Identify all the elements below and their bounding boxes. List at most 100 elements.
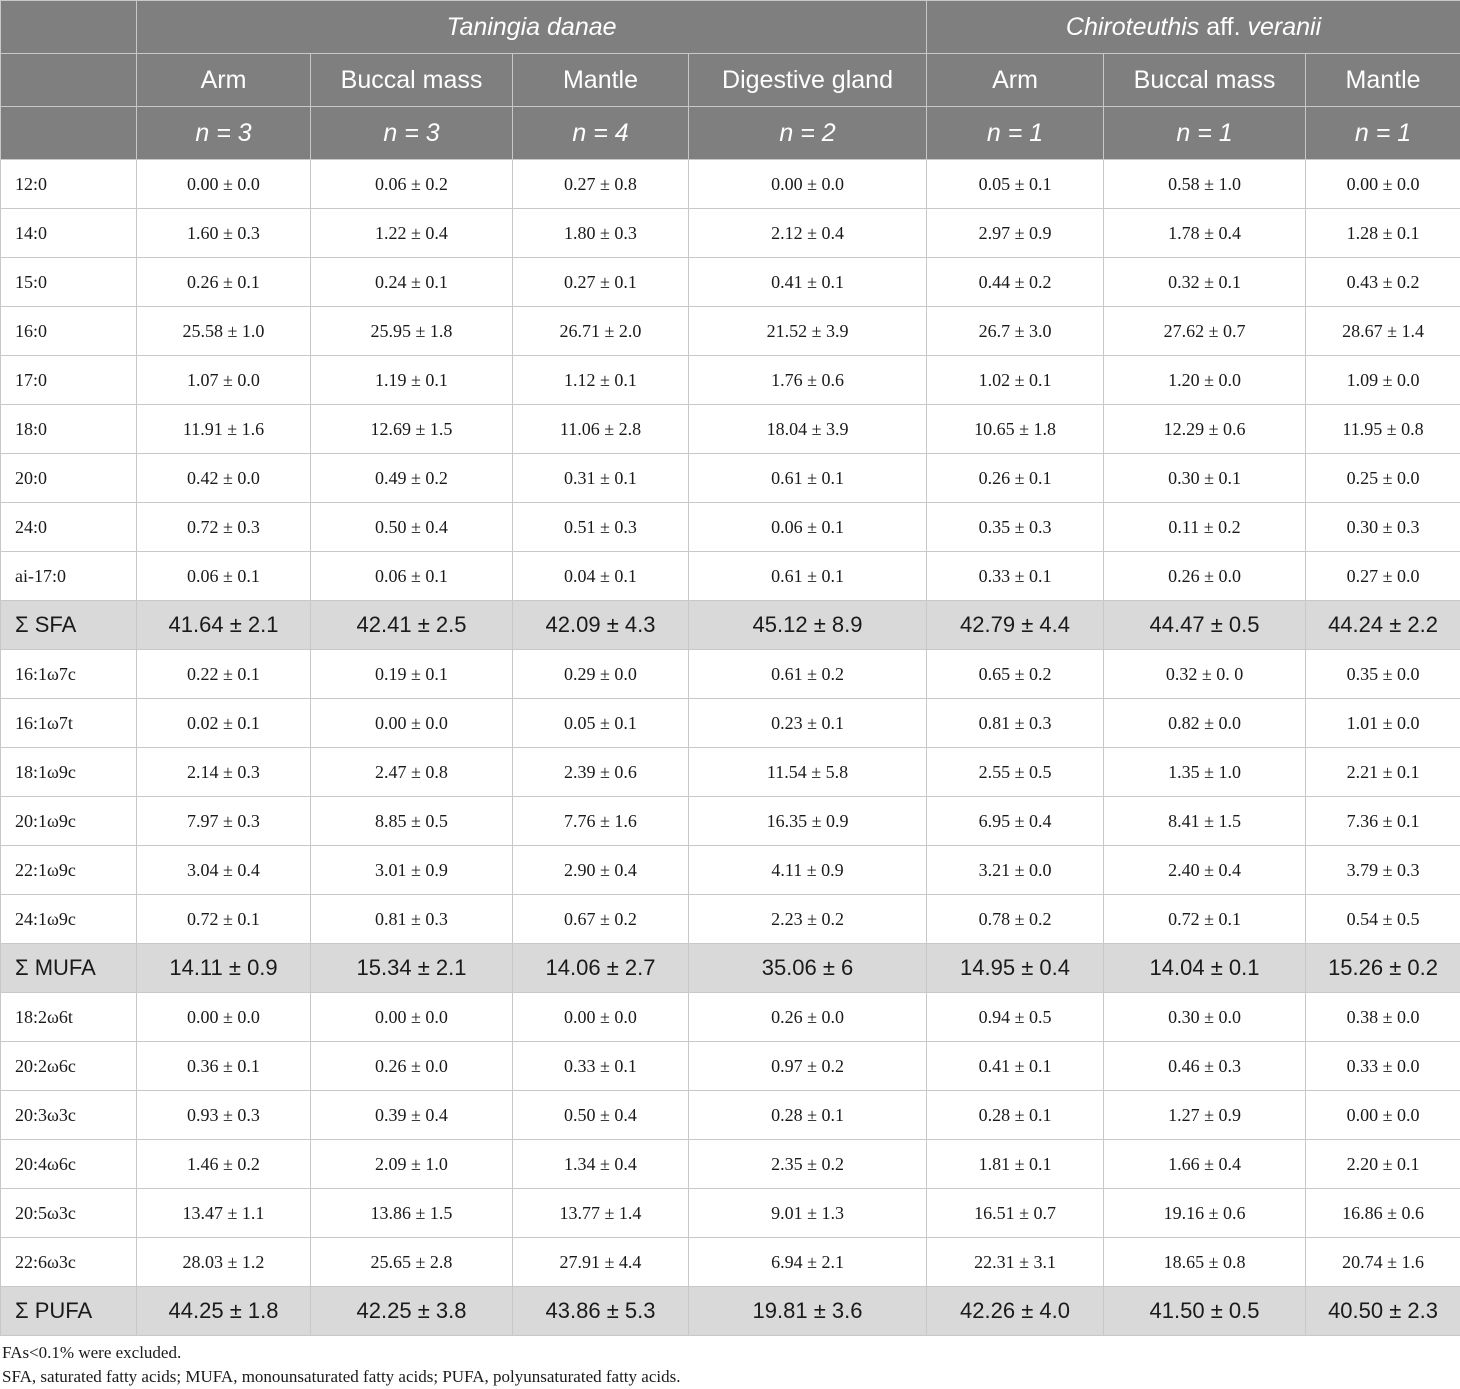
- value-cell: 0.39 ± 0.4: [310, 1090, 513, 1140]
- table-row: 16:1ω7t 0.02 ± 0.1 0.00 ± 0.0 0.05 ± 0.1 0.2…: [0, 698, 1460, 748]
- value-cell: 16.86 ± 0.6: [1305, 1188, 1460, 1238]
- value-cell: 0.72 ± 0.3: [136, 502, 311, 552]
- value-cell: 26.7 ± 3.0: [926, 306, 1105, 356]
- row-label: Σ MUFA: [0, 943, 137, 993]
- table-row: 20:3ω3c 0.93 ± 0.3 0.39 ± 0.4 0.50 ± 0.4 0.2…: [0, 1090, 1460, 1140]
- value-cell: 0.97 ± 0.2: [687, 1041, 928, 1091]
- value-cell: 1.66 ± 0.4: [1103, 1139, 1307, 1189]
- value-cell: 0.25 ± 0.0: [1305, 453, 1460, 503]
- value-cell: 0.30 ± 0.0: [1103, 992, 1307, 1042]
- value-cell: 26.71 ± 2.0: [512, 306, 689, 356]
- value-cell: 11.06 ± 2.8: [512, 404, 689, 454]
- value-cell: 14.11 ± 0.9: [136, 943, 311, 993]
- row-label: Σ PUFA: [0, 1286, 137, 1336]
- value-cell: 3.01 ± 0.9: [310, 845, 513, 895]
- value-cell: 0.31 ± 0.1: [512, 453, 689, 503]
- value-cell: 15.26 ± 0.2: [1305, 943, 1460, 993]
- value-cell: 0.72 ± 0.1: [136, 894, 311, 944]
- footnote-abbreviations: SFA, saturated fatty acids; MUFA, monoun…: [2, 1367, 681, 1386]
- value-cell: 0.00 ± 0.0: [1305, 1090, 1460, 1140]
- value-cell: 1.22 ± 0.4: [310, 208, 513, 258]
- tissue-header: Mantle: [512, 53, 689, 107]
- table-row: 14:0 1.60 ± 0.3 1.22 ± 0.4 1.80 ± 0.3 2.12 ±…: [0, 208, 1460, 258]
- value-cell: 0.26 ± 0.1: [136, 257, 311, 307]
- value-cell: 28.67 ± 1.4: [1305, 306, 1460, 356]
- fatty-acid-table: Taningia danae Chiroteuthis aff. veranii…: [0, 0, 1460, 1336]
- row-label: 20:5ω3c: [0, 1188, 137, 1238]
- value-cell: 0.81 ± 0.3: [926, 698, 1105, 748]
- table-body: 12:0 0.00 ± 0.0 0.06 ± 0.2 0.27 ± 0.8 0.00 ±…: [0, 159, 1460, 1336]
- table-row: 20:5ω3c 13.47 ± 1.1 13.86 ± 1.5 13.77 ± 1.4…: [0, 1188, 1460, 1238]
- chiroteuthis-species: veranii: [1247, 12, 1322, 41]
- value-cell: 0.93 ± 0.3: [136, 1090, 311, 1140]
- value-cell: 0.61 ± 0.2: [687, 649, 928, 699]
- value-cell: 7.36 ± 0.1: [1305, 796, 1460, 846]
- sample-size: n = 2: [687, 106, 928, 160]
- value-cell: 13.77 ± 1.4: [512, 1188, 689, 1238]
- value-cell: 18.65 ± 0.8: [1103, 1237, 1307, 1287]
- table-row: 20:2ω6c 0.36 ± 0.1 0.26 ± 0.0 0.33 ± 0.1 0.9…: [0, 1041, 1460, 1091]
- value-cell: 0.78 ± 0.2: [926, 894, 1105, 944]
- value-cell: 2.20 ± 0.1: [1305, 1139, 1460, 1189]
- value-cell: 20.74 ± 1.6: [1305, 1237, 1460, 1287]
- value-cell: 0.06 ± 0.1: [136, 551, 311, 601]
- value-cell: 40.50 ± 2.3: [1305, 1286, 1460, 1336]
- row-label: 20:4ω6c: [0, 1139, 137, 1189]
- sum-row: Σ SFA 41.64 ± 2.1 42.41 ± 2.5 42.09 ± 4.3 45…: [0, 600, 1460, 650]
- value-cell: 0.41 ± 0.1: [687, 257, 928, 307]
- value-cell: 0.35 ± 0.3: [926, 502, 1105, 552]
- value-cell: 10.65 ± 1.8: [926, 404, 1105, 454]
- tissue-header: Buccal mass: [310, 53, 513, 107]
- value-cell: 0.27 ± 0.0: [1305, 551, 1460, 601]
- value-cell: 42.41 ± 2.5: [310, 600, 513, 650]
- value-cell: 0.38 ± 0.0: [1305, 992, 1460, 1042]
- value-cell: 2.35 ± 0.2: [687, 1139, 928, 1189]
- value-cell: 0.24 ± 0.1: [310, 257, 513, 307]
- sample-size: n = 4: [512, 106, 689, 160]
- value-cell: 0.50 ± 0.4: [310, 502, 513, 552]
- value-cell: 0.06 ± 0.2: [310, 159, 513, 209]
- table-row: 15:0 0.26 ± 0.1 0.24 ± 0.1 0.27 ± 0.1 0.41 ±…: [0, 257, 1460, 307]
- value-cell: 3.04 ± 0.4: [136, 845, 311, 895]
- value-cell: 19.16 ± 0.6: [1103, 1188, 1307, 1238]
- value-cell: 0.00 ± 0.0: [310, 698, 513, 748]
- value-cell: 0.22 ± 0.1: [136, 649, 311, 699]
- table-row: 20:1ω9c 7.97 ± 0.3 8.85 ± 0.5 7.76 ± 1.6 16.…: [0, 796, 1460, 846]
- value-cell: 2.12 ± 0.4: [687, 208, 928, 258]
- value-cell: 1.81 ± 0.1: [926, 1139, 1105, 1189]
- row-label: 16:1ω7t: [0, 698, 137, 748]
- value-cell: 2.97 ± 0.9: [926, 208, 1105, 258]
- table-row: 20:0 0.42 ± 0.0 0.49 ± 0.2 0.31 ± 0.1 0.61 ±…: [0, 453, 1460, 503]
- value-cell: 12.69 ± 1.5: [310, 404, 513, 454]
- table-row: 18:1ω9c 2.14 ± 0.3 2.47 ± 0.8 2.39 ± 0.6 11.…: [0, 747, 1460, 797]
- sample-size: n = 3: [136, 106, 311, 160]
- value-cell: 7.76 ± 1.6: [512, 796, 689, 846]
- value-cell: 1.07 ± 0.0: [136, 355, 311, 405]
- value-cell: 0.00 ± 0.0: [687, 159, 928, 209]
- value-cell: 0.05 ± 0.1: [512, 698, 689, 748]
- value-cell: 0.00 ± 0.0: [136, 992, 311, 1042]
- row-label: 18:1ω9c: [0, 747, 137, 797]
- value-cell: 0.94 ± 0.5: [926, 992, 1105, 1042]
- value-cell: 0.32 ± 0. 0: [1103, 649, 1307, 699]
- value-cell: 42.25 ± 3.8: [310, 1286, 513, 1336]
- value-cell: 0.33 ± 0.1: [926, 551, 1105, 601]
- value-cell: 2.55 ± 0.5: [926, 747, 1105, 797]
- value-cell: 14.04 ± 0.1: [1103, 943, 1307, 993]
- row-label: 22:6ω3c: [0, 1237, 137, 1287]
- value-cell: 1.46 ± 0.2: [136, 1139, 311, 1189]
- value-cell: 1.19 ± 0.1: [310, 355, 513, 405]
- value-cell: 4.11 ± 0.9: [687, 845, 928, 895]
- row-label: 16:0: [0, 306, 137, 356]
- row-label: 18:0: [0, 404, 137, 454]
- value-cell: 2.47 ± 0.8: [310, 747, 513, 797]
- value-cell: 0.51 ± 0.3: [512, 502, 689, 552]
- value-cell: 21.52 ± 3.9: [687, 306, 928, 356]
- value-cell: 0.06 ± 0.1: [310, 551, 513, 601]
- value-cell: 45.12 ± 8.9: [687, 600, 928, 650]
- sample-size: n = 1: [926, 106, 1105, 160]
- value-cell: 22.31 ± 3.1: [926, 1237, 1105, 1287]
- value-cell: 0.28 ± 0.1: [926, 1090, 1105, 1140]
- value-cell: 1.78 ± 0.4: [1103, 208, 1307, 258]
- value-cell: 2.23 ± 0.2: [687, 894, 928, 944]
